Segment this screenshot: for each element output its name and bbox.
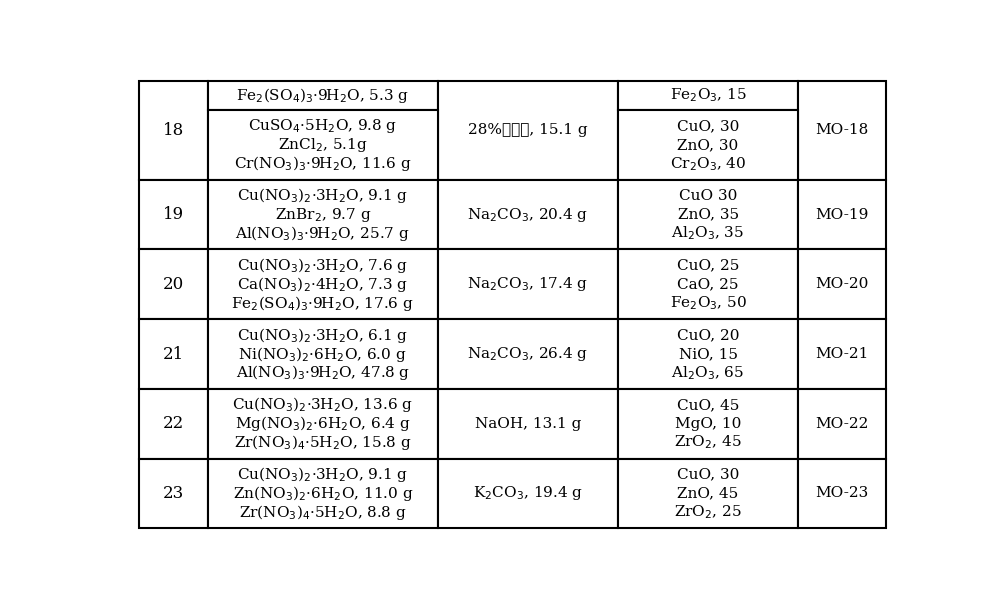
Text: ZnO, 45: ZnO, 45 (677, 487, 739, 500)
Text: CuO 30: CuO 30 (679, 189, 737, 203)
Bar (208, 389, 438, 459)
Text: Cr$_2$O$_3$, 40: Cr$_2$O$_3$, 40 (670, 155, 746, 172)
Bar (618, 319, 798, 389)
Text: CaO, 25: CaO, 25 (677, 277, 739, 291)
Text: 18: 18 (163, 122, 184, 139)
Text: MO-23: MO-23 (815, 487, 869, 500)
Bar (139, 319, 208, 389)
Bar (139, 180, 208, 250)
Bar (438, 389, 618, 459)
Bar (438, 81, 618, 180)
Bar (798, 319, 886, 389)
Bar (798, 180, 886, 250)
Text: Fe$_2$O$_3$, 15: Fe$_2$O$_3$, 15 (670, 86, 746, 104)
Text: CuO, 45: CuO, 45 (677, 398, 739, 412)
Text: Ni(NO$_3$)$_2$·6H$_2$O, 6.0 g: Ni(NO$_3$)$_2$·6H$_2$O, 6.0 g (238, 344, 407, 364)
Bar (208, 110, 438, 180)
Text: Fe$_2$(SO$_4$)$_3$·9H$_2$O, 5.3 g: Fe$_2$(SO$_4$)$_3$·9H$_2$O, 5.3 g (236, 86, 409, 105)
Bar (618, 459, 798, 528)
Text: ZrO$_2$, 25: ZrO$_2$, 25 (674, 504, 742, 521)
Text: 23: 23 (163, 485, 184, 502)
Bar (618, 110, 798, 180)
Bar (208, 459, 438, 528)
Bar (208, 319, 438, 389)
Text: ZnBr$_2$, 9.7 g: ZnBr$_2$, 9.7 g (275, 206, 371, 224)
Text: NiO, 15: NiO, 15 (679, 347, 738, 361)
Text: CuO, 30: CuO, 30 (677, 119, 739, 133)
Bar (618, 389, 798, 459)
Text: Mg(NO$_3$)$_2$·6H$_2$O, 6.4 g: Mg(NO$_3$)$_2$·6H$_2$O, 6.4 g (235, 414, 411, 433)
Text: CuO, 30: CuO, 30 (677, 467, 739, 482)
Bar (798, 81, 886, 180)
Text: MO-19: MO-19 (815, 207, 869, 221)
Text: Al$_2$O$_3$, 35: Al$_2$O$_3$, 35 (671, 224, 745, 242)
Text: Zr(NO$_3$)$_4$·5H$_2$O, 8.8 g: Zr(NO$_3$)$_4$·5H$_2$O, 8.8 g (239, 503, 407, 522)
Text: ZnO, 35: ZnO, 35 (678, 207, 739, 221)
Text: NaOH, 13.1 g: NaOH, 13.1 g (475, 417, 581, 431)
Text: 28%浓氨水, 15.1 g: 28%浓氨水, 15.1 g (468, 123, 588, 137)
Text: Na$_2$CO$_3$, 26.4 g: Na$_2$CO$_3$, 26.4 g (467, 345, 589, 363)
Bar (208, 180, 438, 250)
Bar (618, 81, 798, 110)
Text: 21: 21 (163, 346, 184, 362)
Bar (618, 180, 798, 250)
Text: Ca(NO$_3$)$_2$·4H$_2$O, 7.3 g: Ca(NO$_3$)$_2$·4H$_2$O, 7.3 g (237, 275, 408, 294)
Text: Cu(NO$_3$)$_2$·3H$_2$O, 9.1 g: Cu(NO$_3$)$_2$·3H$_2$O, 9.1 g (237, 186, 408, 205)
Bar (139, 250, 208, 319)
Text: MO-22: MO-22 (815, 417, 869, 431)
Text: K$_2$CO$_3$, 19.4 g: K$_2$CO$_3$, 19.4 g (473, 484, 583, 502)
Text: Cr(NO$_3$)$_3$·9H$_2$O, 11.6 g: Cr(NO$_3$)$_3$·9H$_2$O, 11.6 g (234, 154, 412, 173)
Text: ZnO, 30: ZnO, 30 (677, 138, 739, 152)
Text: MgO, 10: MgO, 10 (675, 417, 741, 431)
Bar (798, 250, 886, 319)
Text: 19: 19 (163, 206, 184, 223)
Text: Cu(NO$_3$)$_2$·3H$_2$O, 13.6 g: Cu(NO$_3$)$_2$·3H$_2$O, 13.6 g (232, 396, 413, 414)
Text: MO-20: MO-20 (815, 277, 869, 291)
Bar (798, 389, 886, 459)
Text: Al(NO$_3$)$_3$·9H$_2$O, 47.8 g: Al(NO$_3$)$_3$·9H$_2$O, 47.8 g (236, 364, 410, 382)
Bar (208, 81, 438, 110)
Text: Cu(NO$_3$)$_2$·3H$_2$O, 6.1 g: Cu(NO$_3$)$_2$·3H$_2$O, 6.1 g (237, 326, 408, 345)
Bar (438, 180, 618, 250)
Bar (438, 459, 618, 528)
Bar (139, 81, 208, 180)
Text: Na$_2$CO$_3$, 20.4 g: Na$_2$CO$_3$, 20.4 g (467, 206, 589, 224)
Text: MO-18: MO-18 (815, 123, 869, 137)
Text: Cu(NO$_3$)$_2$·3H$_2$O, 7.6 g: Cu(NO$_3$)$_2$·3H$_2$O, 7.6 g (237, 256, 408, 275)
Text: ZnCl$_2$, 5.1g: ZnCl$_2$, 5.1g (278, 136, 368, 154)
Text: 20: 20 (163, 276, 184, 293)
Text: 22: 22 (163, 415, 184, 432)
Text: Cu(NO$_3$)$_2$·3H$_2$O, 9.1 g: Cu(NO$_3$)$_2$·3H$_2$O, 9.1 g (237, 465, 408, 484)
Text: ZrO$_2$, 45: ZrO$_2$, 45 (674, 434, 742, 452)
Text: CuSO$_4$·5H$_2$O, 9.8 g: CuSO$_4$·5H$_2$O, 9.8 g (248, 117, 397, 135)
Text: Zn(NO$_3$)$_2$·6H$_2$O, 11.0 g: Zn(NO$_3$)$_2$·6H$_2$O, 11.0 g (233, 484, 413, 503)
Text: CuO, 25: CuO, 25 (677, 259, 739, 273)
Bar (798, 459, 886, 528)
Text: CuO, 20: CuO, 20 (677, 328, 739, 342)
Bar (139, 459, 208, 528)
Bar (139, 389, 208, 459)
Bar (618, 250, 798, 319)
Text: Zr(NO$_3$)$_4$·5H$_2$O, 15.8 g: Zr(NO$_3$)$_4$·5H$_2$O, 15.8 g (234, 433, 412, 452)
Text: Al$_2$O$_3$, 65: Al$_2$O$_3$, 65 (671, 364, 745, 382)
Text: Fe$_2$(SO$_4$)$_3$·9H$_2$O, 17.6 g: Fe$_2$(SO$_4$)$_3$·9H$_2$O, 17.6 g (231, 294, 414, 312)
Bar (438, 250, 618, 319)
Text: Fe$_2$O$_3$, 50: Fe$_2$O$_3$, 50 (670, 294, 747, 312)
Text: Al(NO$_3$)$_3$·9H$_2$O, 25.7 g: Al(NO$_3$)$_3$·9H$_2$O, 25.7 g (235, 224, 410, 243)
Bar (438, 319, 618, 389)
Bar (208, 250, 438, 319)
Text: Na$_2$CO$_3$, 17.4 g: Na$_2$CO$_3$, 17.4 g (467, 276, 589, 293)
Text: MO-21: MO-21 (815, 347, 869, 361)
